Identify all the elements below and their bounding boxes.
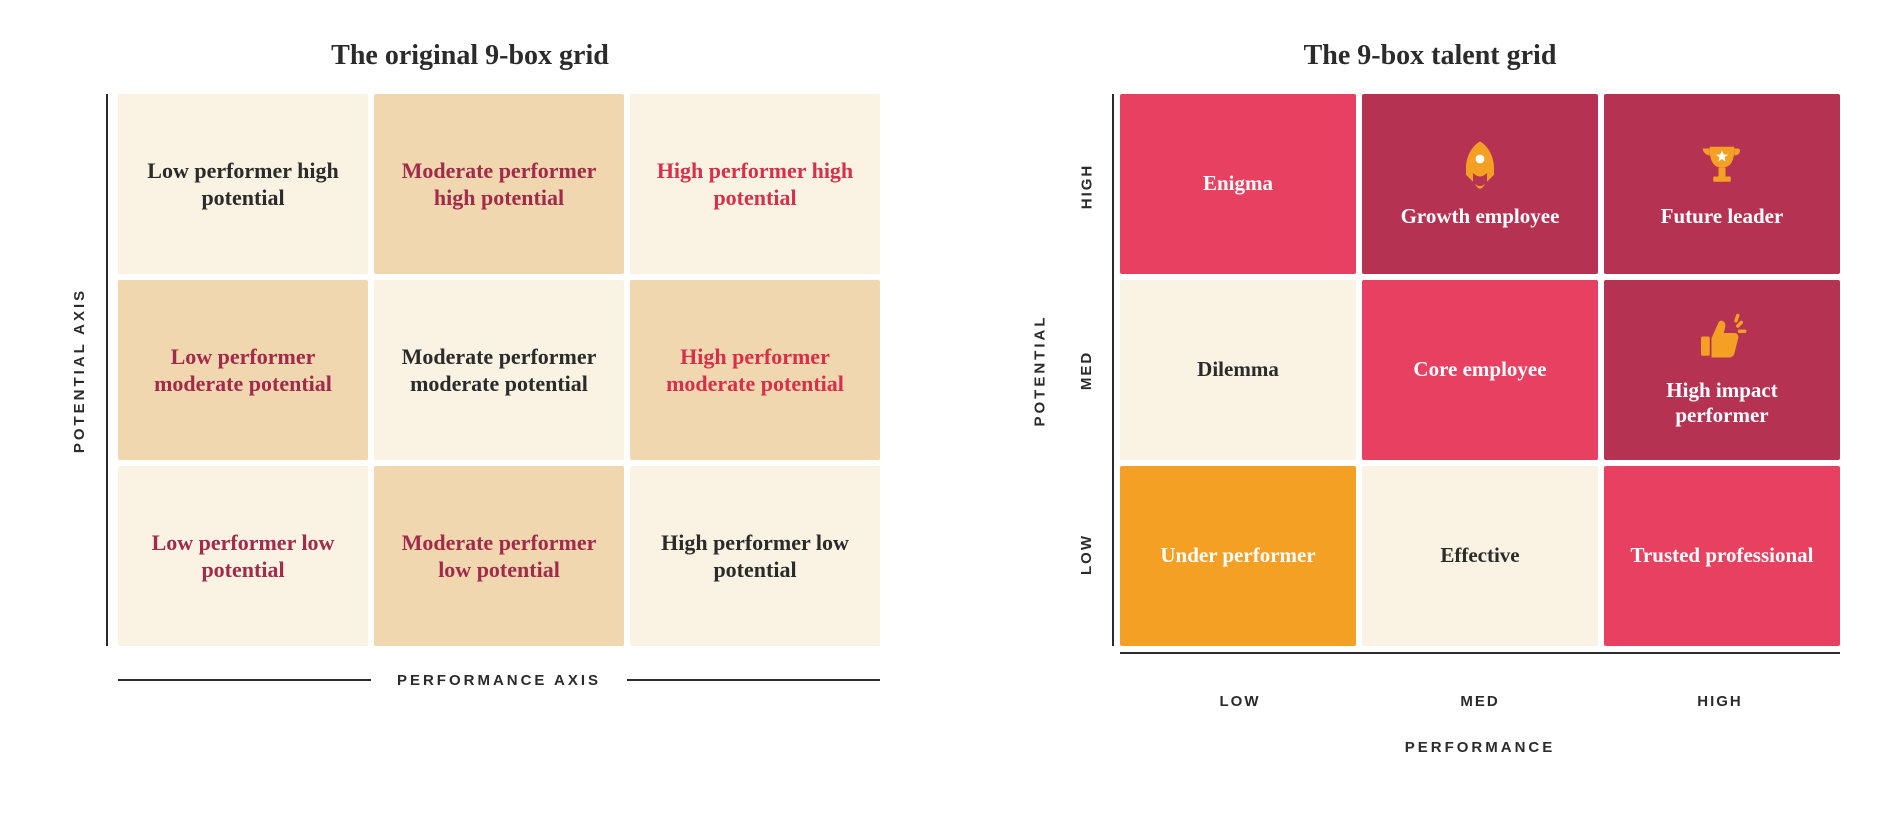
performance-axis-row: PERFORMANCE AXIS <box>118 656 880 704</box>
talent-cell-label-1: Growth employee <box>1401 204 1560 229</box>
talent-title: The 9-box talent grid <box>1020 40 1840 72</box>
potential-tick-low: LOW <box>1064 462 1110 646</box>
talent-9box-panel: The 9-box talent grid POTENTIAL HIGHMEDL… <box>1020 40 1840 756</box>
talent-cell-6: Under performer <box>1120 466 1356 646</box>
talent-cell-2: Future leader <box>1604 94 1840 274</box>
talent-cell-label-0: Enigma <box>1203 171 1273 196</box>
original-cell-6: Low performer low potential <box>118 466 368 646</box>
talent-grid-wrap: POTENTIAL HIGHMEDLOW EnigmaGrowth employ… <box>1020 94 1840 756</box>
original-9box-panel: The original 9-box grid POTENTIAL AXIS L… <box>60 40 880 756</box>
performance-tick-med: MED <box>1360 693 1600 710</box>
potential-rule <box>1112 94 1114 646</box>
thumbs-icon <box>1694 312 1750 368</box>
talent-cell-label-2: Future leader <box>1661 204 1784 229</box>
original-grid-wrap: POTENTIAL AXIS Low performer high potent… <box>60 94 880 704</box>
performance-tick-high: HIGH <box>1600 693 1840 710</box>
talent-cell-5: High impact performer <box>1604 280 1840 460</box>
potential-label-wrap: POTENTIAL <box>1020 94 1060 646</box>
original-cell-7: Moderate performer low potential <box>374 466 624 646</box>
talent-cell-7: Effective <box>1362 466 1598 646</box>
talent-cell-label-5: High impact performer <box>1618 378 1826 428</box>
potential-ticks: HIGHMEDLOW <box>1064 94 1108 646</box>
performance-axis-rule-left <box>118 679 371 681</box>
talent-cell-label-3: Dilemma <box>1197 357 1279 382</box>
talent-cell-label-8: Trusted professional <box>1631 543 1814 568</box>
potential-tick-med: MED <box>1064 278 1110 462</box>
original-cell-3: Low performer moderate potential <box>118 280 368 460</box>
performance-rule <box>1120 652 1840 654</box>
original-cell-8: High performer low potential <box>630 466 880 646</box>
page: The original 9-box grid POTENTIAL AXIS L… <box>60 40 1840 756</box>
original-cell-2: High performer high potential <box>630 94 880 274</box>
potential-label: POTENTIAL <box>1032 314 1049 426</box>
talent-cell-1: Growth employee <box>1362 94 1598 274</box>
talent-cell-label-4: Core employee <box>1413 357 1546 382</box>
talent-9box-grid: Enigma Growth employee Future leader Dilemm… <box>1120 94 1840 646</box>
original-cell-5: High performer moderate potential <box>630 280 880 460</box>
talent-cell-3: Dilemma <box>1120 280 1356 460</box>
rocket-icon <box>1452 138 1508 194</box>
talent-cell-0: Enigma <box>1120 94 1356 274</box>
original-title: The original 9-box grid <box>60 40 880 72</box>
trophy-icon <box>1694 138 1750 194</box>
performance-axis-label: PERFORMANCE AXIS <box>397 672 601 689</box>
talent-cell-4: Core employee <box>1362 280 1598 460</box>
original-cell-4: Moderate performer moderate potential <box>374 280 624 460</box>
performance-axis-rule-right <box>627 679 880 681</box>
talent-cell-8: Trusted professional <box>1604 466 1840 646</box>
potential-axis-rule <box>106 94 108 646</box>
talent-cell-label-7: Effective <box>1440 543 1519 568</box>
potential-axis-label-wrap: POTENTIAL AXIS <box>60 94 100 646</box>
potential-tick-high: HIGH <box>1064 94 1110 278</box>
potential-axis-label: POTENTIAL AXIS <box>72 287 89 452</box>
original-cell-1: Moderate performer high potential <box>374 94 624 274</box>
performance-label: PERFORMANCE <box>1120 739 1840 756</box>
original-9box-grid: Low performer high potentialModerate per… <box>118 94 880 646</box>
performance-ticks: LOWMEDHIGH <box>1120 693 1840 710</box>
original-cell-0: Low performer high potential <box>118 94 368 274</box>
performance-tick-low: LOW <box>1120 693 1360 710</box>
talent-cell-label-6: Under performer <box>1160 543 1315 568</box>
